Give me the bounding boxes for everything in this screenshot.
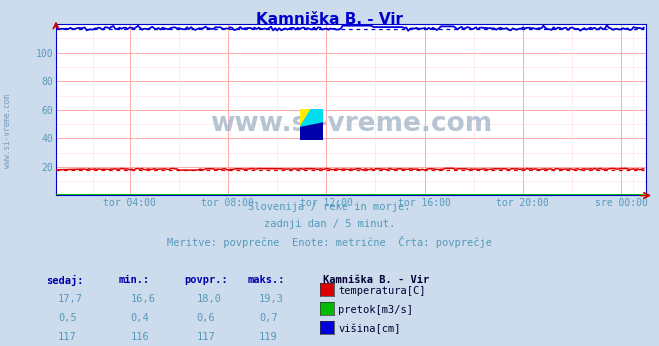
- Polygon shape: [300, 109, 323, 128]
- Text: pretok[m3/s]: pretok[m3/s]: [338, 305, 413, 315]
- Text: 119: 119: [259, 332, 277, 342]
- Text: 117: 117: [196, 332, 215, 342]
- Text: temperatura[C]: temperatura[C]: [338, 286, 426, 295]
- Text: www.si-vreme.com: www.si-vreme.com: [3, 94, 13, 169]
- Text: 0,6: 0,6: [196, 313, 215, 323]
- Text: zadnji dan / 5 minut.: zadnji dan / 5 minut.: [264, 219, 395, 229]
- Text: Meritve: povprečne  Enote: metrične  Črta: povprečje: Meritve: povprečne Enote: metrične Črta:…: [167, 236, 492, 248]
- Polygon shape: [300, 123, 323, 140]
- Text: maks.:: maks.:: [247, 275, 285, 285]
- Text: 16,6: 16,6: [130, 294, 156, 304]
- Text: 18,0: 18,0: [196, 294, 221, 304]
- Text: 116: 116: [130, 332, 149, 342]
- Polygon shape: [300, 109, 312, 128]
- Text: 17,7: 17,7: [58, 294, 83, 304]
- Text: 19,3: 19,3: [259, 294, 284, 304]
- Text: višina[cm]: višina[cm]: [338, 324, 401, 334]
- Text: 0,4: 0,4: [130, 313, 149, 323]
- Text: povpr.:: povpr.:: [185, 275, 228, 285]
- Text: min.:: min.:: [119, 275, 150, 285]
- Text: sedaj:: sedaj:: [46, 275, 84, 286]
- Text: Kamniška B. - Vir: Kamniška B. - Vir: [323, 275, 429, 285]
- Text: www.si-vreme.com: www.si-vreme.com: [210, 111, 492, 137]
- Text: Slovenija / reke in morje.: Slovenija / reke in morje.: [248, 202, 411, 212]
- Text: 0,7: 0,7: [259, 313, 277, 323]
- Text: Kamniška B. - Vir: Kamniška B. - Vir: [256, 12, 403, 27]
- Text: 0,5: 0,5: [58, 313, 76, 323]
- Text: 117: 117: [58, 332, 76, 342]
